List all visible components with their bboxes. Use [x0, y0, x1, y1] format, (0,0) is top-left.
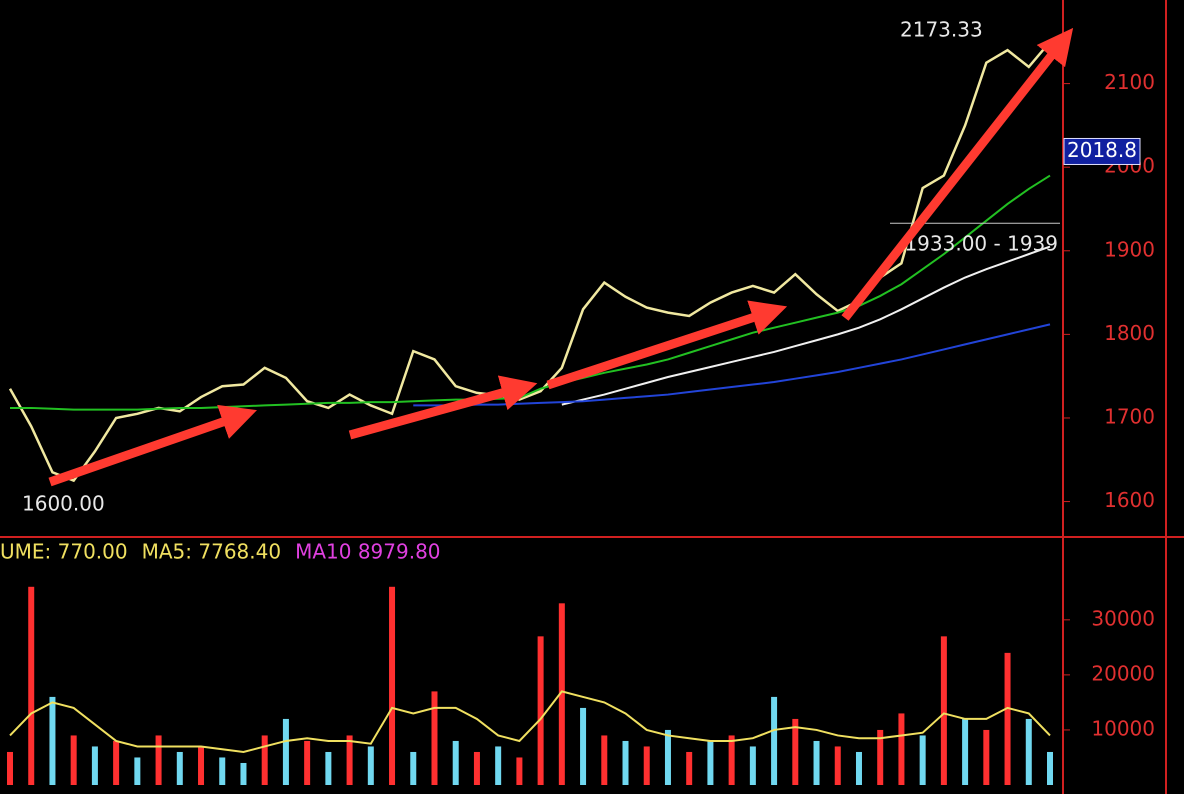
y-tick-label: 20000: [1091, 661, 1155, 685]
volume-bar: [282, 718, 289, 785]
volume-bar: [134, 757, 141, 785]
volume-bar: [771, 696, 778, 785]
volume-bar: [601, 735, 608, 785]
volume-header: UME: 770.00: [0, 540, 128, 564]
volume-bar: [962, 718, 969, 785]
volume-bar: [580, 707, 587, 785]
volume-bar: [473, 751, 480, 785]
volume-bar: [304, 740, 311, 785]
arrow: [348, 375, 538, 440]
volume-bar: [898, 713, 905, 785]
y-tick-label: 1700: [1104, 404, 1155, 428]
volume-bar: [431, 691, 438, 785]
volume-bar: [1025, 718, 1032, 785]
volume-bar: [261, 735, 268, 785]
volume-bar: [728, 735, 735, 785]
volume-bar: [1004, 652, 1011, 785]
volume-bar: [983, 729, 990, 785]
volume-header: MA5: 7768.40: [142, 540, 281, 564]
volume-bar: [49, 696, 56, 785]
volume-bar: [198, 746, 205, 785]
volume-bar: [537, 636, 544, 785]
volume-bar: [622, 740, 629, 785]
volume-bar: [113, 740, 120, 785]
volume-bar: [558, 603, 565, 785]
volume-bar: [176, 751, 183, 785]
volume-bar: [155, 735, 162, 785]
volume-header: MA10 8979.80: [295, 540, 440, 564]
volume-bar: [877, 729, 884, 785]
volume-bar: [219, 757, 226, 785]
volume-bar: [367, 746, 374, 785]
volume-bar: [664, 729, 671, 785]
y-tick-label: 1900: [1104, 237, 1155, 261]
volume-bar: [240, 762, 247, 785]
volume-bar: [325, 751, 332, 785]
arrow: [546, 300, 788, 390]
volume-bar: [643, 746, 650, 785]
volume-bar: [516, 757, 523, 785]
current-price-box: [1063, 137, 1141, 165]
arrow: [48, 404, 258, 487]
volume-bar: [91, 746, 98, 785]
volume-bar: [707, 740, 714, 785]
arrows: [48, 27, 1074, 487]
volume-bar: [7, 751, 13, 785]
volume-bar: [495, 746, 502, 785]
volume-bar: [919, 735, 926, 785]
price-line: [561, 245, 1051, 406]
arrow: [841, 27, 1074, 321]
volume-bar: [1047, 751, 1053, 785]
volume-bar: [28, 586, 35, 785]
y-tick-label: 1800: [1104, 321, 1155, 345]
volume-bar: [855, 751, 862, 785]
volume-bar: [389, 586, 396, 785]
current-price: 2018.8: [1067, 138, 1137, 162]
price-line: [10, 174, 1051, 411]
y-tick-label: 2100: [1104, 70, 1155, 94]
y-tick-label: 1600: [1104, 488, 1155, 512]
y-tick-label: 10000: [1091, 716, 1155, 740]
annotation: 1600.00: [22, 492, 105, 516]
volume-bar: [346, 735, 353, 785]
volume-ma: [9, 690, 1051, 753]
volume-bar: [813, 740, 820, 785]
volume-bar: [749, 746, 756, 785]
annotation: 2173.33: [900, 18, 983, 42]
volume-bar: [686, 751, 693, 785]
volume-bar: [410, 751, 417, 785]
volume-bar: [940, 636, 947, 785]
y-tick-label: 30000: [1091, 606, 1155, 630]
volume-bar: [834, 746, 841, 785]
volume-bar: [792, 718, 799, 785]
volume-bar: [70, 735, 77, 785]
volume-bar: [452, 740, 459, 785]
price-level-label: 1933.00 - 1939: [904, 232, 1058, 256]
